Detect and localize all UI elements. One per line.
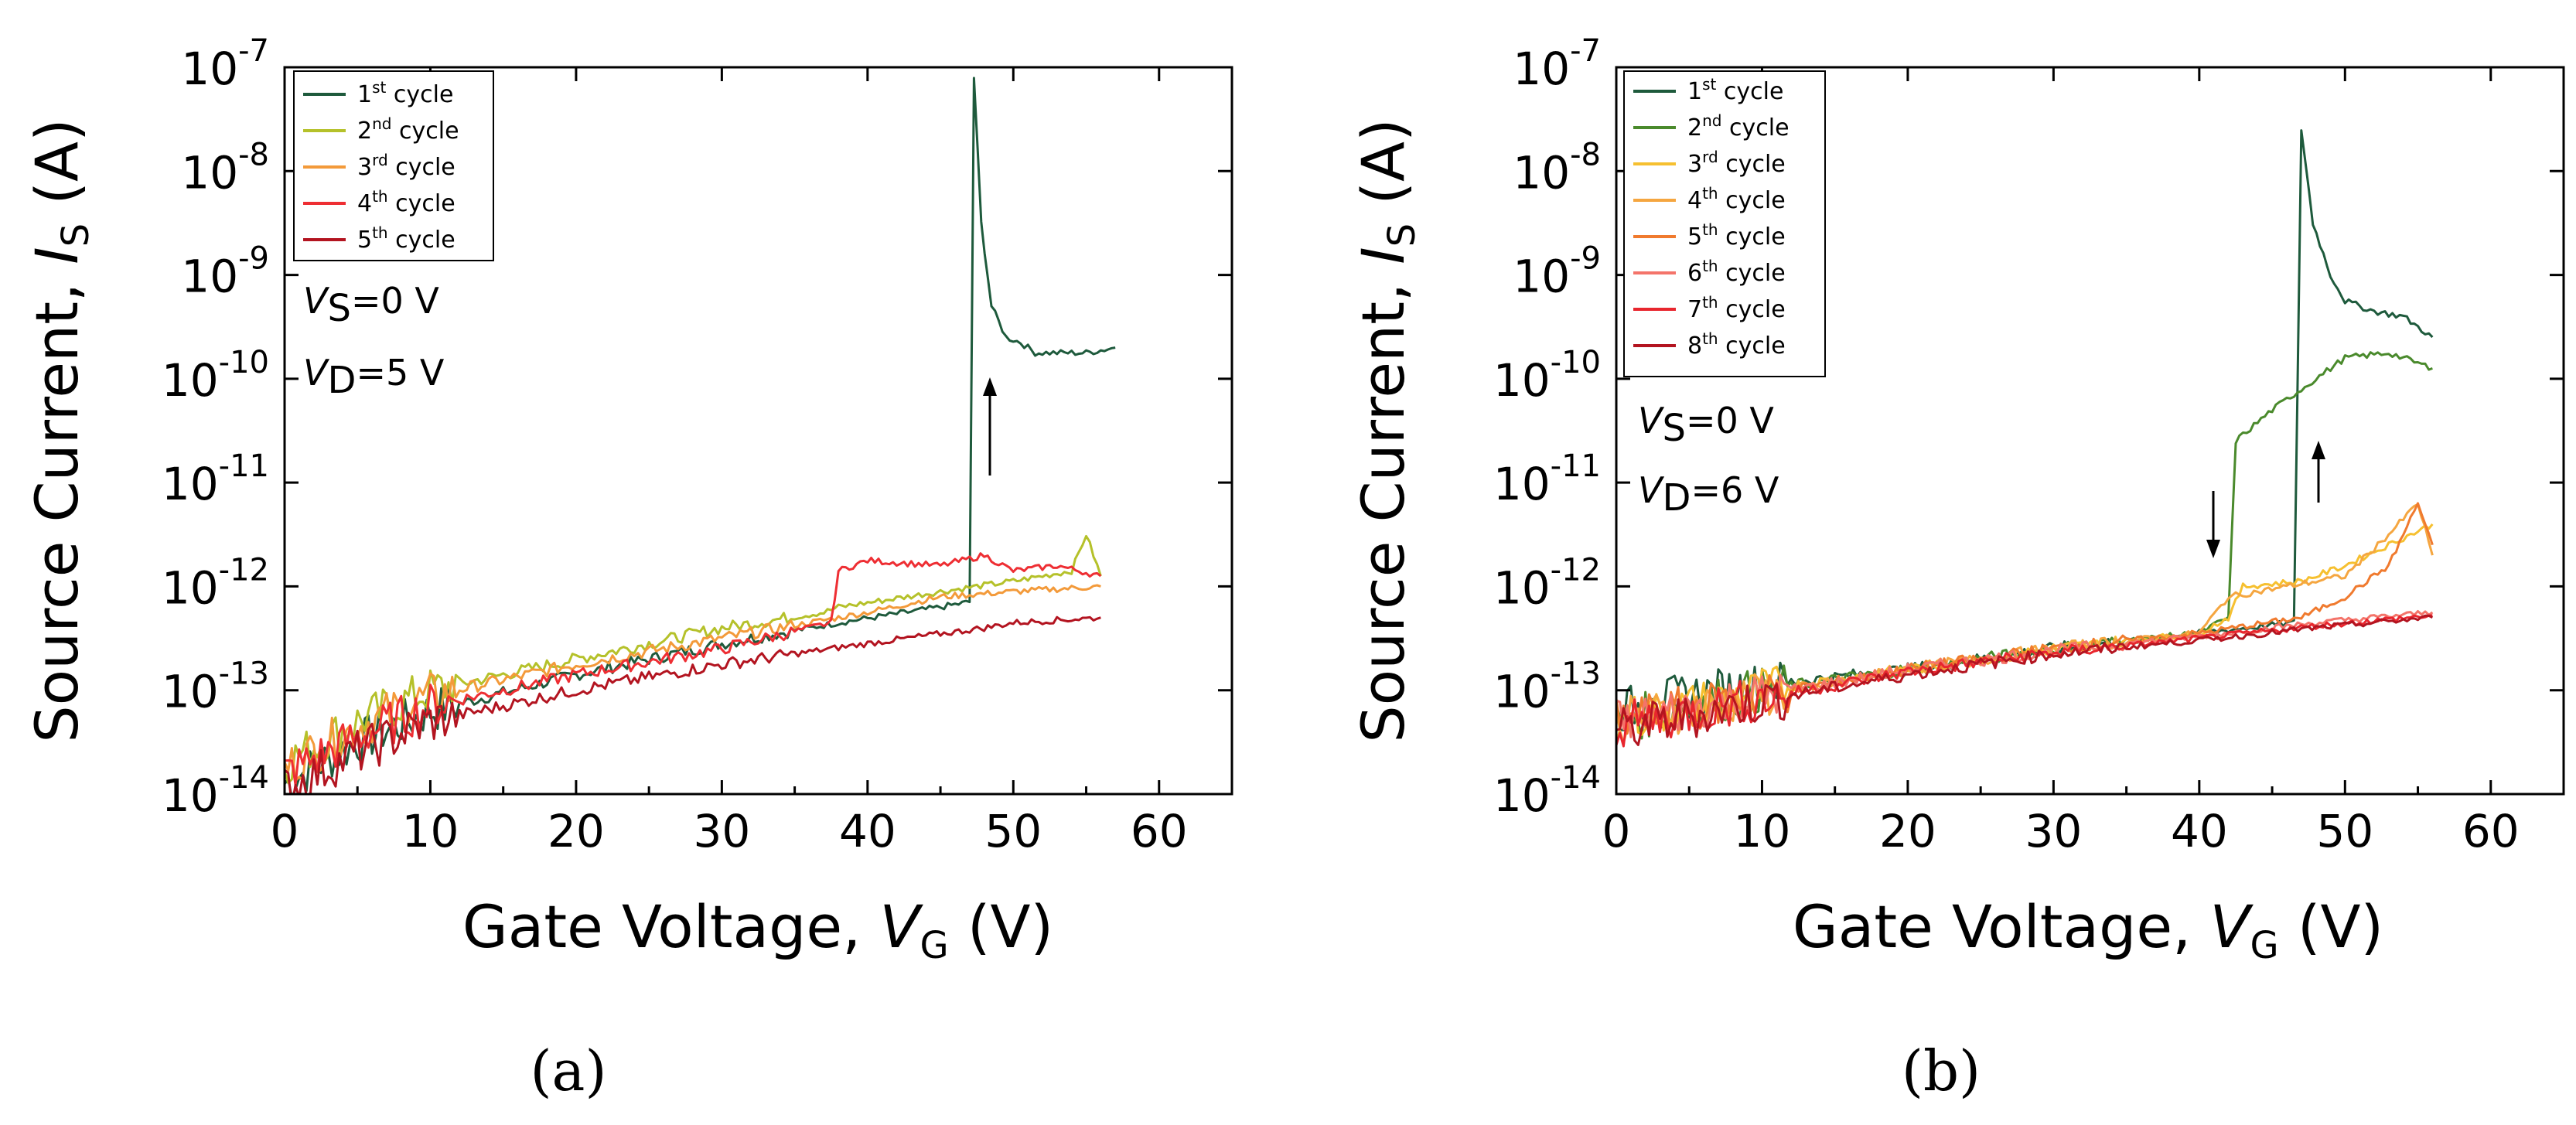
- y-axis-label-b: Source Current, IS (A): [1349, 118, 1424, 742]
- legend-b: 1st cycle 2nd cycle 3rd cycle 4th cycle 5th …: [1623, 70, 1826, 377]
- legend-label-b-4: 4th cycle: [1687, 184, 1786, 214]
- ticks-a: 0 10 20 30 40 50 60 10-7 10-8 10-9 10-10 10-11 10-12…: [162, 33, 1232, 857]
- y-tick-label-a-7: 10-7: [181, 33, 269, 95]
- legend-label-b-7: 7th cycle: [1687, 293, 1786, 323]
- y-tick-label-a-12: 10-12: [162, 552, 269, 614]
- panel-caption-b: (b): [1902, 1038, 1981, 1103]
- x-axis-label-a: Gate Voltage, VG (V): [462, 892, 1053, 967]
- sweep-arrow-a: [983, 377, 997, 476]
- x-tick-label-b-10: 10: [1734, 805, 1791, 857]
- legend-label-b-1: 1st cycle: [1687, 75, 1783, 105]
- x-tick-label-a-10: 10: [402, 805, 459, 857]
- panel-b: 0 10 20 30 40 50 60 10-7 10-8 10-9 10-10 10-11 10-12…: [1349, 33, 2565, 1103]
- y-tick-label-b-13: 10-13: [1493, 656, 1601, 718]
- series-line-b-8: [1616, 614, 2434, 746]
- legend-label-a-5: 5th cycle: [357, 223, 455, 254]
- legend-box-b: [1623, 70, 1826, 377]
- x-tick-label-a-30: 30: [693, 805, 750, 857]
- y-tick-label-b-12: 10-12: [1493, 552, 1601, 614]
- x-tick-label-b-20: 20: [1879, 805, 1936, 857]
- series-layer-a: [285, 77, 1116, 794]
- series-line-a-3: [285, 584, 1101, 782]
- x-tick-label-b-30: 30: [2025, 805, 2082, 857]
- y-tick-label-a-8: 10-8: [181, 137, 269, 199]
- y-tick-label-b-11: 10-11: [1493, 448, 1601, 510]
- x-tick-label-b-40: 40: [2171, 805, 2228, 857]
- series-line-b-5: [1616, 502, 2434, 735]
- legend-label-b-5: 5th cycle: [1687, 220, 1786, 251]
- plot-frame-b: [1615, 66, 2565, 796]
- x-tick-label-a-60: 60: [1131, 805, 1188, 857]
- series-line-a-1: [285, 77, 1116, 794]
- legend-label-b-3: 3rd cycle: [1687, 148, 1786, 178]
- x-tick-label-a-40: 40: [839, 805, 896, 857]
- vd-annotation-b: VD=6 V: [1638, 469, 1779, 520]
- x-tick-label-a-20: 20: [548, 805, 605, 857]
- legend-label-b-2: 2nd cycle: [1687, 111, 1790, 141]
- legend-label-b-6: 6th cycle: [1687, 257, 1786, 287]
- y-tick-label-a-13: 10-13: [162, 656, 269, 718]
- sweep-arrow-down-b: [2206, 491, 2220, 558]
- y-tick-label-a-14: 10-14: [162, 760, 269, 822]
- legend-label-b-8: 8th cycle: [1687, 329, 1786, 360]
- series-line-a-5: [285, 615, 1101, 794]
- plot-frame-a: [283, 66, 1233, 796]
- y-tick-label-a-10: 10-10: [162, 345, 269, 407]
- x-tick-label-b-0: 0: [1602, 805, 1631, 857]
- y-tick-label-b-10: 10-10: [1493, 345, 1601, 407]
- legend-label-a-1: 1st cycle: [357, 78, 453, 108]
- panel-a: 0 10 20 30 40 50 60 10-7 10-8 10-9 10-10 10-11 10-12…: [22, 33, 1233, 1103]
- x-tick-label-b-50: 50: [2316, 805, 2373, 857]
- x-tick-label-a-50: 50: [984, 805, 1042, 857]
- y-axis-label-a: Source Current, IS (A): [22, 118, 97, 742]
- series-layer-b: [1616, 129, 2434, 748]
- y-tick-label-b-8: 10-8: [1513, 137, 1601, 199]
- panel-caption-a: (a): [530, 1038, 606, 1103]
- sweep-arrow-up-b: [2312, 441, 2325, 503]
- ticks-b: 0 10 20 30 40 50 60 10-7 10-8 10-9 10-10 10-11 10-12…: [1493, 33, 2564, 857]
- legend-label-a-2: 2nd cycle: [357, 114, 459, 145]
- x-tick-label-a-0: 0: [271, 805, 299, 857]
- series-line-a-4: [285, 552, 1102, 786]
- vd-annotation-a: VD=5 V: [303, 352, 445, 402]
- y-tick-label-b-14: 10-14: [1493, 760, 1601, 822]
- vs-annotation-a: VS=0 V: [303, 280, 439, 330]
- series-line-a-2: [285, 534, 1102, 785]
- legend-label-a-4: 4th cycle: [357, 187, 455, 217]
- y-tick-label-b-7: 10-7: [1513, 33, 1601, 95]
- x-tick-label-b-60: 60: [2462, 805, 2520, 857]
- legend-a: 1st cycle 2nd cycle 3rd cycle 4th cycle 5th …: [293, 70, 494, 261]
- vs-annotation-b: VS=0 V: [1638, 400, 1774, 450]
- series-line-b-6: [1616, 610, 2434, 738]
- legend-label-a-3: 3rd cycle: [357, 151, 455, 181]
- x-axis-label-b: Gate Voltage, VG (V): [1793, 892, 2383, 967]
- y-tick-label-a-9: 10-9: [181, 241, 269, 303]
- y-tick-label-b-9: 10-9: [1513, 241, 1601, 303]
- y-tick-label-a-11: 10-11: [162, 448, 269, 510]
